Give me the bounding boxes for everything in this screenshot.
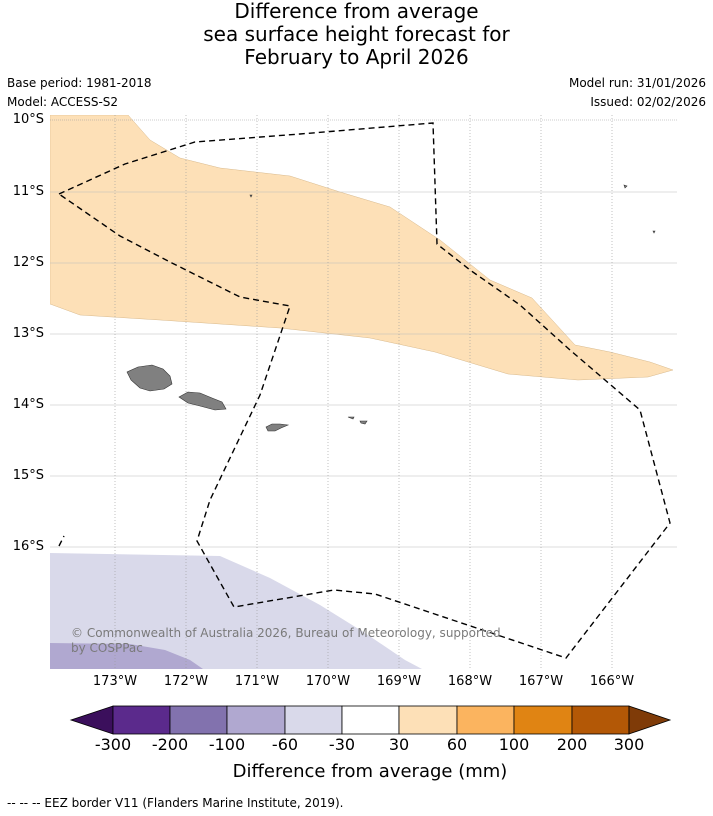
island-ofu: [347, 416, 355, 420]
colorbar-title: Difference from average (mm): [232, 761, 508, 782]
colorbar-tick-label: -100: [208, 735, 246, 754]
lon-label: 167°W: [518, 674, 564, 689]
model-run: Model run: 31/01/2026: [568, 76, 706, 90]
colorbar-segment-max: [628, 705, 672, 735]
colorbar-segment: [456, 705, 515, 735]
colorbar-tick-label: -300: [94, 735, 132, 754]
lat-label: 11°S: [12, 184, 44, 199]
colorbar-segment: [513, 705, 573, 735]
legend-footer: -- -- -- EEZ border V11 (Flanders Marine…: [7, 796, 344, 810]
issued-date: Issued: 02/02/2026: [590, 95, 706, 109]
title-line-2: sea surface height forecast for: [203, 22, 510, 46]
title-line-3: February to April 2026: [244, 45, 469, 69]
island-small-1: [249, 194, 253, 198]
colorbar-tick-label: 300: [613, 735, 645, 754]
colorbar-segment: [398, 705, 458, 735]
anomaly-region-negative-medium: [50, 643, 203, 669]
gridlines: [50, 115, 677, 669]
colorbar-segment: [169, 705, 228, 735]
lat-label: 12°S: [12, 255, 44, 270]
colorbar-segment: [284, 705, 343, 735]
colorbar-tick-label: 100: [498, 735, 530, 754]
lon-label: 169°W: [376, 674, 422, 689]
lon-label: 170°W: [305, 674, 351, 689]
island-tau: [359, 420, 368, 425]
colorbar-tick-label: -30: [328, 735, 356, 754]
lon-label: 166°W: [589, 674, 635, 689]
islands: [126, 184, 656, 432]
island-upolu: [178, 391, 227, 411]
map-title: Difference from average sea surface heig…: [0, 0, 713, 69]
island-tutuila: [265, 423, 290, 432]
base-period: Base period: 1981-2018: [7, 76, 152, 90]
colorbar-tick-label: 200: [556, 735, 588, 754]
eez-border-southwest: [58, 535, 65, 547]
eez-border-north: [58, 122, 671, 659]
colorbar-tick-label: 60: [446, 735, 468, 754]
island-small-2: [623, 184, 628, 189]
colorbar-segment-min: [69, 705, 114, 735]
colorbar-tick-label: -60: [271, 735, 299, 754]
lat-label: 10°S: [12, 112, 44, 127]
colorbar-segment: [112, 705, 171, 735]
island-small-3: [652, 230, 656, 234]
colorbar-tick-label: -200: [151, 735, 189, 754]
colorbar-tick-label: 30: [388, 735, 410, 754]
colorbar-segment: [341, 705, 400, 735]
colorbar-segment: [226, 705, 286, 735]
colorbar: [69, 705, 672, 735]
lat-label: 15°S: [12, 468, 44, 483]
lat-label: 14°S: [12, 397, 44, 412]
anomaly-region-positive: [50, 115, 674, 381]
eez-borders: [58, 122, 671, 659]
lat-label: 13°S: [12, 326, 44, 341]
island-savaii: [126, 364, 173, 392]
meta-right: Model run: 31/01/2026 Issued: 02/02/2026: [569, 74, 706, 112]
copyright-notice: © Commonwealth of Australia 2026, Bureau…: [71, 626, 501, 655]
lon-label: 171°W: [234, 674, 280, 689]
title-line-1: Difference from average: [234, 0, 479, 23]
lat-label: 16°S: [12, 539, 44, 554]
model-name: Model: ACCESS-S2: [7, 95, 119, 109]
lon-label: 172°W: [163, 674, 209, 689]
anomaly-region-negative-light: [50, 553, 422, 669]
meta-left: Base period: 1981-2018 Model: ACCESS-S2: [7, 74, 152, 112]
lon-label: 168°W: [447, 674, 493, 689]
lon-label: 173°W: [92, 674, 138, 689]
colorbar-segment: [571, 705, 630, 735]
